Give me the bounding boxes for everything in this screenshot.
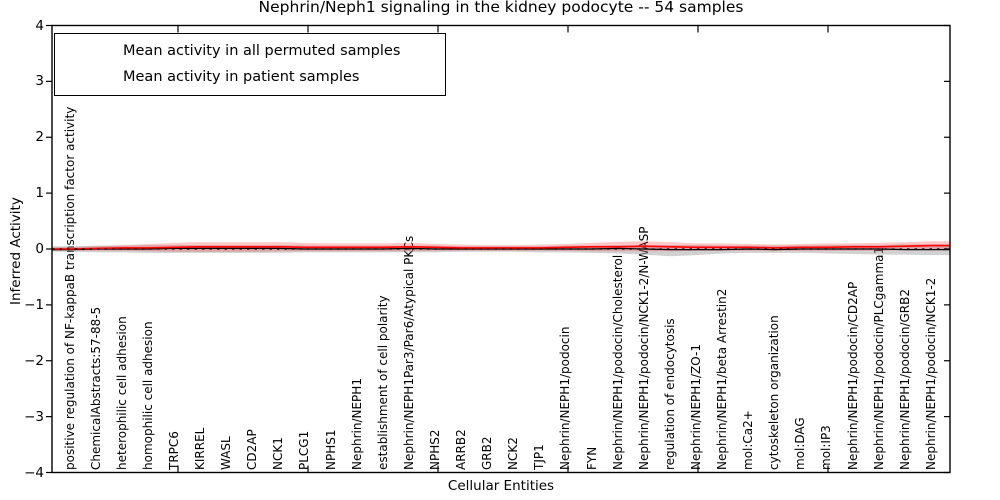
x-category-label: NCK1 (271, 437, 286, 470)
permuted-samples-range-band (52, 244, 950, 257)
series-line-1 (52, 244, 950, 250)
x-category-label: Nephrin/NEPH1/podocin/Cholesterol (610, 254, 625, 470)
x-category-label: Nephrin/NEPH1/podocin/NCK1-2/N-WASP (636, 226, 651, 470)
x-category-label: TRPC6 (166, 431, 181, 470)
x-category-label: NPHS2 (427, 429, 442, 471)
x-category-label: Nephrin/NEPH1/podocin (558, 326, 573, 470)
series-line-0 (52, 247, 950, 251)
y-tick-label: −1 (24, 296, 44, 313)
x-category-label: positive regulation of NF-kappaB transcr… (62, 106, 77, 470)
y-tick-label: −3 (24, 408, 44, 425)
x-category-label: Nephrin/NEPH1/ZO-1 (688, 344, 703, 470)
y-tick-label: −4 (24, 464, 44, 481)
x-category-label: Nephrin/NEPH1Par3/Par6/Atypical PKCs (401, 235, 416, 470)
legend-line-red (68, 76, 114, 78)
y-tick-label: 0 (35, 241, 44, 257)
y-tick-label: 2 (35, 129, 44, 146)
x-category-label: NCK2 (506, 437, 521, 470)
x-category-label: ARRB2 (454, 429, 468, 470)
x-category-label: GRB2 (480, 436, 495, 470)
x-category-label: PLCG1 (297, 430, 312, 470)
x-category-label: mol:DAG (793, 417, 808, 470)
legend-label: Mean activity in all permuted samples (123, 43, 401, 59)
y-tick-label: 3 (35, 73, 44, 90)
x-category-label: ChemicalAbstracts:57-88-5 (88, 306, 103, 470)
x-category-label: mol:IP3 (819, 425, 834, 470)
x-category-label: heterophilic cell adhesion (114, 316, 129, 470)
x-category-label: Nephrin/NEPH1/podocin/PLCgamma1 (871, 246, 886, 470)
x-category-label: Nephrin/NEPH1/beta Arrestin2 (715, 288, 729, 470)
x-category-label: Nephrin/NEPH1/podocin/NCK1-2 (923, 277, 938, 470)
x-category-label: WASL (219, 436, 234, 470)
x-category-label: regulation of endocytosis (662, 318, 677, 470)
chart-title: Nephrin/Neph1 signaling in the kidney po… (258, 0, 744, 16)
x-category-label: FYN (584, 446, 599, 470)
legend-row: Mean activity in patient samples (55, 66, 445, 88)
x-category-label: TJP1 (532, 444, 547, 470)
legend: Mean activity in all permuted samples Me… (54, 33, 446, 96)
x-category-label: cytoskeleton organization (767, 315, 782, 470)
x-category-label: Nephrin/NEPH1/podocin/GRB2 (897, 289, 912, 470)
x-category-label: Nephrin/NEPH1 (349, 378, 364, 470)
x-category-label: Nephrin/NEPH1/podocin/CD2AP (845, 281, 860, 470)
y-tick-label: 4 (35, 17, 44, 34)
y-tick-label: −2 (24, 352, 44, 369)
x-category-label: CD2AP (245, 429, 260, 470)
x-category-label: homophilic cell adhesion (140, 321, 155, 470)
x-category-label: KIRREL (193, 427, 207, 470)
x-category-label: mol:Ca2+ (741, 410, 756, 470)
y-tick-label: 1 (35, 185, 44, 202)
x-category-label: NPHS1 (323, 429, 338, 471)
x-category-label: establishment of cell polarity (375, 295, 390, 470)
legend-line-black (68, 50, 114, 52)
patient-samples-range-band (52, 241, 950, 252)
x-axis-label: Cellular Entities (447, 478, 555, 494)
legend-row: Mean activity in all permuted samples (55, 40, 445, 62)
legend-label: Mean activity in patient samples (123, 69, 360, 85)
